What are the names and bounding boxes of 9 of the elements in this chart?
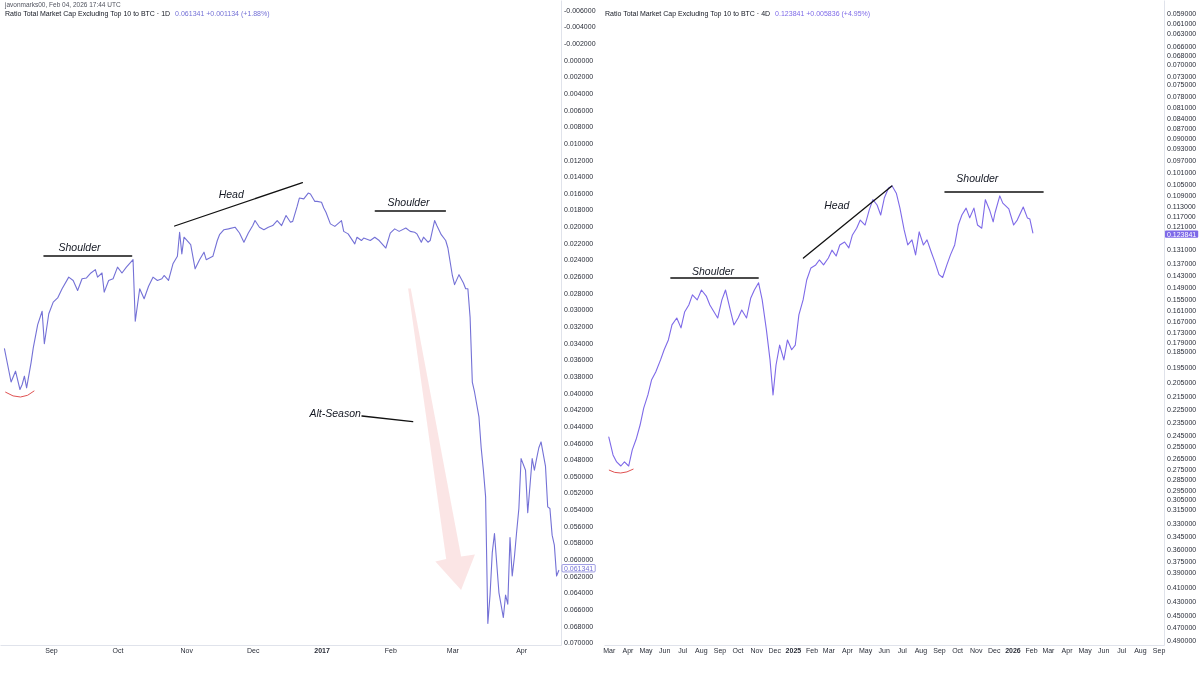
annotation: Alt-Season [308,407,362,420]
line-series [608,185,1034,467]
annotation: Head [824,198,851,211]
line-series [3,192,560,624]
annotation: Shoulder [956,171,999,184]
annotation: Shoulder [58,241,102,254]
annotation: Shoulder [692,264,735,277]
annotation: Head [218,187,245,200]
annotation: Shoulder [387,196,431,209]
